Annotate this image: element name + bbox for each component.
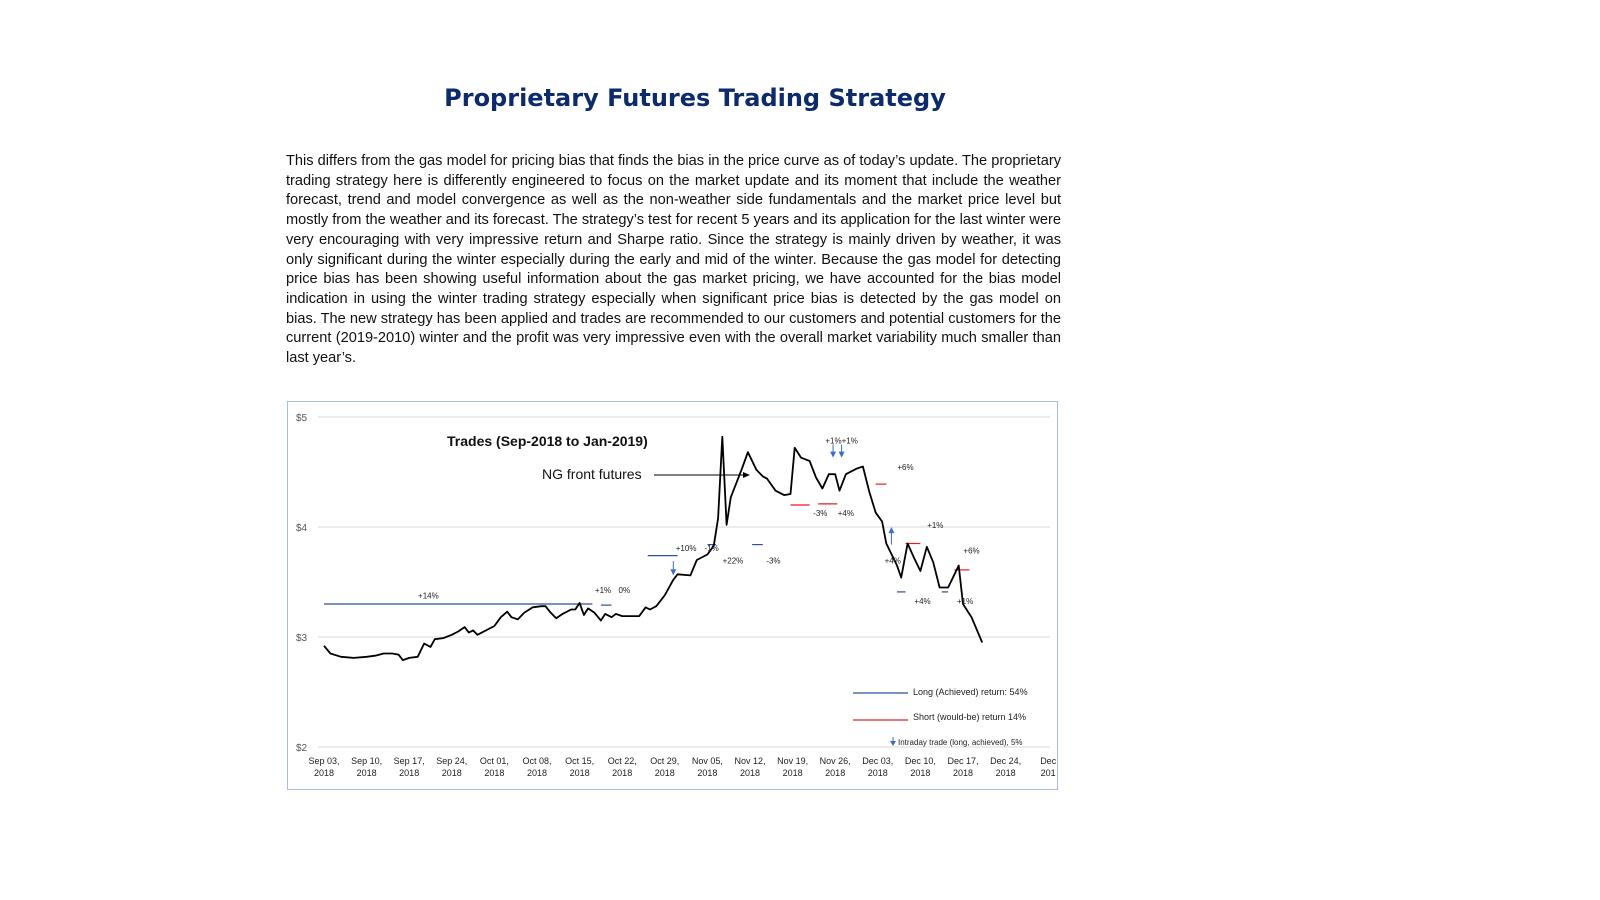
trade-return-label: +4% — [885, 556, 901, 565]
x-tick-label: Sep 03, — [308, 756, 339, 766]
x-tick-label: Sep 24, — [436, 756, 467, 766]
x-tick-label: Oct 01, — [480, 756, 509, 766]
x-tick-label: Sep 10, — [351, 756, 382, 766]
chart-title: Trades (Sep-2018 to Jan-2019) — [447, 433, 648, 449]
trade-return-label: +4% — [914, 597, 930, 606]
x-tick-year-label: 2018 — [399, 768, 419, 778]
intraday-arrows — [670, 444, 895, 576]
x-tick-year-label: 2018 — [697, 768, 717, 778]
x-tick-year-label: 2018 — [910, 768, 930, 778]
trade-lines — [324, 483, 970, 606]
x-tick-year-label: 2018 — [570, 768, 590, 778]
x-tick-label: Nov 26, — [820, 756, 851, 766]
x-tick-label: Nov 05, — [692, 756, 723, 766]
legend-long-label: Long (Achieved) return: 54% — [913, 687, 1028, 697]
x-tick-year-label: 2018 — [783, 768, 803, 778]
trade-annotations: +14%+1% 0%+10% -1%+22% -3%-3% +4%+1%+1%+6%+4… — [418, 436, 980, 606]
intraday-arrowhead — [888, 527, 895, 534]
x-tick-label: Sep 17, — [394, 756, 425, 766]
series-callout-label: NG front futures — [542, 466, 642, 482]
x-tick-year-label: 2018 — [612, 768, 632, 778]
x-tick-year-label: 2018 — [357, 768, 377, 778]
trade-return-label: 0% — [619, 586, 631, 595]
legend: Long (Achieved) return: 54% Short (would… — [853, 687, 1028, 747]
y-tick-label: $4 — [296, 523, 308, 534]
trade-return-label: -1% — [705, 544, 719, 553]
trade-return-label: +1%+1% — [825, 436, 857, 445]
trade-return-label: -3% — [766, 556, 780, 565]
trade-return-label: -3% — [813, 509, 827, 518]
x-tick-label: Dec 03, — [862, 756, 893, 766]
x-tick-label: Oct 22, — [608, 756, 637, 766]
x-tick-label: Dec — [1040, 756, 1057, 766]
x-tick-label: Nov 19, — [777, 756, 808, 766]
x-tick-label: Nov 12, — [734, 756, 765, 766]
trade-return-label: +10% — [676, 544, 697, 553]
price-series — [323, 435, 984, 661]
trade-return-label: +14% — [418, 592, 439, 601]
trade-return-label: +6% — [963, 546, 979, 555]
intraday-arrowhead — [838, 451, 845, 458]
x-tick-label: Dec 17, — [947, 756, 978, 766]
x-tick-year-label: 201 — [1041, 768, 1056, 778]
y-axis-ticks: $5 $4 $3 $2 — [296, 413, 308, 754]
x-tick-year-label: 2018 — [655, 768, 675, 778]
page-title: Proprietary Futures Trading Strategy — [444, 84, 946, 112]
x-tick-label: Oct 08, — [522, 756, 551, 766]
ng-front-futures-line — [323, 435, 984, 661]
x-tick-year-label: 2018 — [314, 768, 334, 778]
x-tick-year-label: 2018 — [825, 768, 845, 778]
series-callout-arrowhead — [743, 472, 750, 478]
x-tick-label: Oct 29, — [650, 756, 679, 766]
legend-intraday-arrowhead-icon — [890, 741, 896, 746]
x-tick-label: Dec 10, — [905, 756, 936, 766]
x-tick-year-label: 2018 — [996, 768, 1016, 778]
body-paragraph: This differs from the gas model for pric… — [286, 153, 1061, 367]
legend-short-label: Short (would-be) return 14% — [913, 712, 1026, 722]
y-tick-label: $3 — [296, 633, 308, 644]
trades-chart: $5 $4 $3 $2 Sep 03, 2018 Sep 10, 2018 Sep 17, 20… — [287, 401, 1058, 790]
trade-return-label: +6% — [897, 463, 913, 472]
x-axis-ticks: Sep 03, 2018 Sep 10, 2018 Sep 17, 2018 Sep 24,… — [308, 756, 1056, 778]
gridlines — [318, 416, 1050, 748]
x-tick-year-label: 2018 — [527, 768, 547, 778]
trade-return-label: +1% — [957, 597, 973, 606]
x-tick-year-label: 2018 — [740, 768, 760, 778]
trade-return-label: +4% — [838, 509, 854, 518]
x-tick-year-label: 2018 — [442, 768, 462, 778]
trade-return-label: +1% — [595, 586, 611, 595]
intraday-arrowhead — [670, 569, 677, 576]
trade-return-label: +1% — [927, 521, 943, 530]
chart-svg: $5 $4 $3 $2 Sep 03, 2018 Sep 10, 2018 Sep 17, 20… — [296, 413, 1057, 778]
legend-intraday-label: Intraday trade (long, achieved), 5% — [898, 738, 1023, 747]
x-tick-label: Oct 15, — [565, 756, 594, 766]
intraday-arrowhead — [830, 451, 837, 458]
y-tick-label: $2 — [296, 743, 308, 754]
x-tick-label: Dec 24, — [990, 756, 1021, 766]
x-tick-year-label: 2018 — [868, 768, 888, 778]
trade-return-label: +22% — [723, 556, 744, 565]
x-tick-year-label: 2018 — [953, 768, 973, 778]
x-tick-year-label: 2018 — [484, 768, 504, 778]
y-tick-label: $5 — [296, 413, 308, 424]
